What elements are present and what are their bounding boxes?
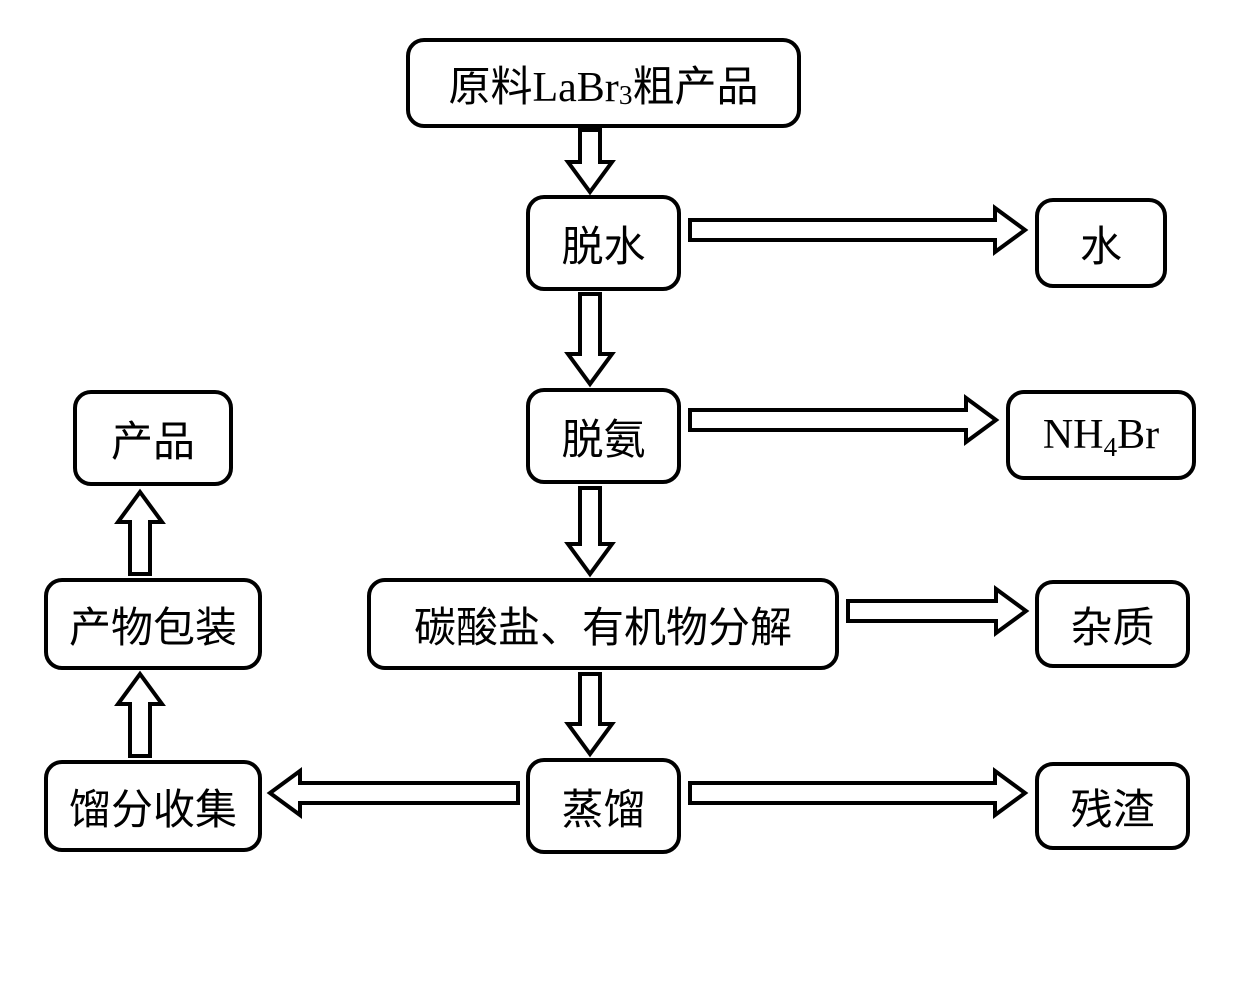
node-collect: 馏分收集 (44, 760, 262, 852)
arrow-distill-collect (270, 771, 518, 815)
node-water: 水 (1035, 198, 1167, 288)
arrow-raw-dehydrate (568, 130, 612, 192)
arrow-deammon-decomp (568, 488, 612, 574)
node-decomp: 碳酸盐、有机物分解 (367, 578, 839, 670)
arrow-decomp-distill (568, 674, 612, 754)
node-pack: 产物包装 (44, 578, 262, 670)
node-impurity: 杂质 (1035, 580, 1190, 668)
node-product: 产品 (73, 390, 233, 486)
node-dehydrate: 脱水 (526, 195, 681, 291)
node-nh4br: NH4Br (1006, 390, 1196, 480)
arrow-pack-product (118, 492, 162, 574)
arrow-deammon-nh4br (690, 398, 996, 442)
node-distill: 蒸馏 (526, 758, 681, 854)
arrow-collect-pack (118, 674, 162, 756)
arrow-decomp-impurity (848, 589, 1026, 633)
node-raw: 原料LaBr3粗产品 (406, 38, 801, 128)
arrow-dehydrate-water (690, 208, 1025, 252)
arrow-dehydrate-deammon (568, 294, 612, 384)
node-deammon: 脱氨 (526, 388, 681, 484)
node-residue: 残渣 (1035, 762, 1190, 850)
arrow-distill-residue (690, 771, 1025, 815)
